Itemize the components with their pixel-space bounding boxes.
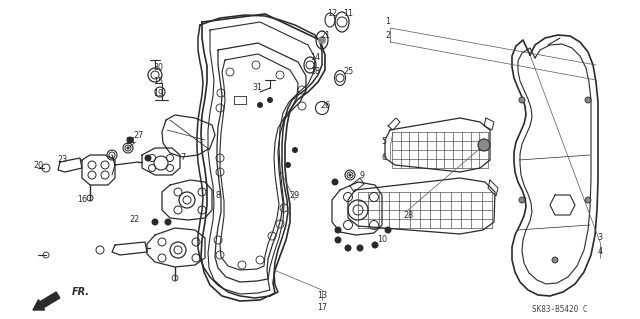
Circle shape bbox=[585, 197, 591, 203]
Text: 24: 24 bbox=[125, 137, 135, 146]
Text: 4: 4 bbox=[598, 248, 602, 256]
Text: 8: 8 bbox=[216, 190, 221, 199]
Text: 23: 23 bbox=[57, 155, 67, 165]
Circle shape bbox=[292, 147, 298, 153]
Text: 9: 9 bbox=[360, 170, 365, 180]
Text: 10: 10 bbox=[377, 235, 387, 244]
Text: 31: 31 bbox=[252, 84, 262, 93]
Circle shape bbox=[145, 154, 152, 161]
Circle shape bbox=[267, 97, 273, 103]
FancyArrow shape bbox=[33, 292, 60, 310]
Circle shape bbox=[257, 102, 263, 108]
Circle shape bbox=[285, 162, 291, 168]
Text: FR.: FR. bbox=[72, 287, 90, 297]
Text: 5: 5 bbox=[381, 137, 387, 146]
Text: 17: 17 bbox=[317, 302, 327, 311]
Text: 30: 30 bbox=[153, 63, 163, 72]
Text: 14: 14 bbox=[310, 54, 320, 63]
Text: 1: 1 bbox=[385, 18, 390, 26]
Circle shape bbox=[335, 226, 342, 234]
Text: 22: 22 bbox=[130, 216, 140, 225]
Text: 13: 13 bbox=[317, 291, 327, 300]
Circle shape bbox=[164, 219, 172, 226]
Circle shape bbox=[478, 139, 490, 151]
Circle shape bbox=[344, 244, 351, 251]
Text: 6: 6 bbox=[381, 152, 387, 161]
Circle shape bbox=[519, 97, 525, 103]
Text: 7: 7 bbox=[180, 152, 186, 161]
Text: 26: 26 bbox=[320, 100, 330, 109]
Circle shape bbox=[519, 197, 525, 203]
Circle shape bbox=[335, 236, 342, 243]
Text: 28: 28 bbox=[403, 211, 413, 219]
Text: 11: 11 bbox=[343, 10, 353, 19]
Circle shape bbox=[127, 146, 129, 150]
Circle shape bbox=[356, 244, 364, 251]
Text: 12: 12 bbox=[327, 9, 337, 18]
Text: 20: 20 bbox=[33, 160, 43, 169]
Circle shape bbox=[152, 219, 159, 226]
Circle shape bbox=[371, 241, 378, 249]
Circle shape bbox=[127, 137, 134, 144]
Circle shape bbox=[332, 179, 339, 186]
Circle shape bbox=[552, 257, 558, 263]
Text: SK83-B5420 C: SK83-B5420 C bbox=[532, 305, 588, 314]
Text: 21: 21 bbox=[320, 32, 330, 41]
Circle shape bbox=[318, 36, 326, 44]
Text: 3: 3 bbox=[598, 233, 602, 241]
Circle shape bbox=[585, 97, 591, 103]
Circle shape bbox=[349, 174, 351, 176]
Text: 27: 27 bbox=[133, 130, 143, 139]
Text: 25: 25 bbox=[343, 68, 353, 77]
Text: 19: 19 bbox=[153, 88, 163, 98]
Text: 16: 16 bbox=[77, 196, 87, 204]
Text: 15: 15 bbox=[153, 78, 163, 86]
Circle shape bbox=[385, 226, 392, 234]
Text: 29: 29 bbox=[290, 191, 300, 201]
Text: 2: 2 bbox=[385, 32, 390, 41]
Text: 18: 18 bbox=[310, 68, 320, 77]
